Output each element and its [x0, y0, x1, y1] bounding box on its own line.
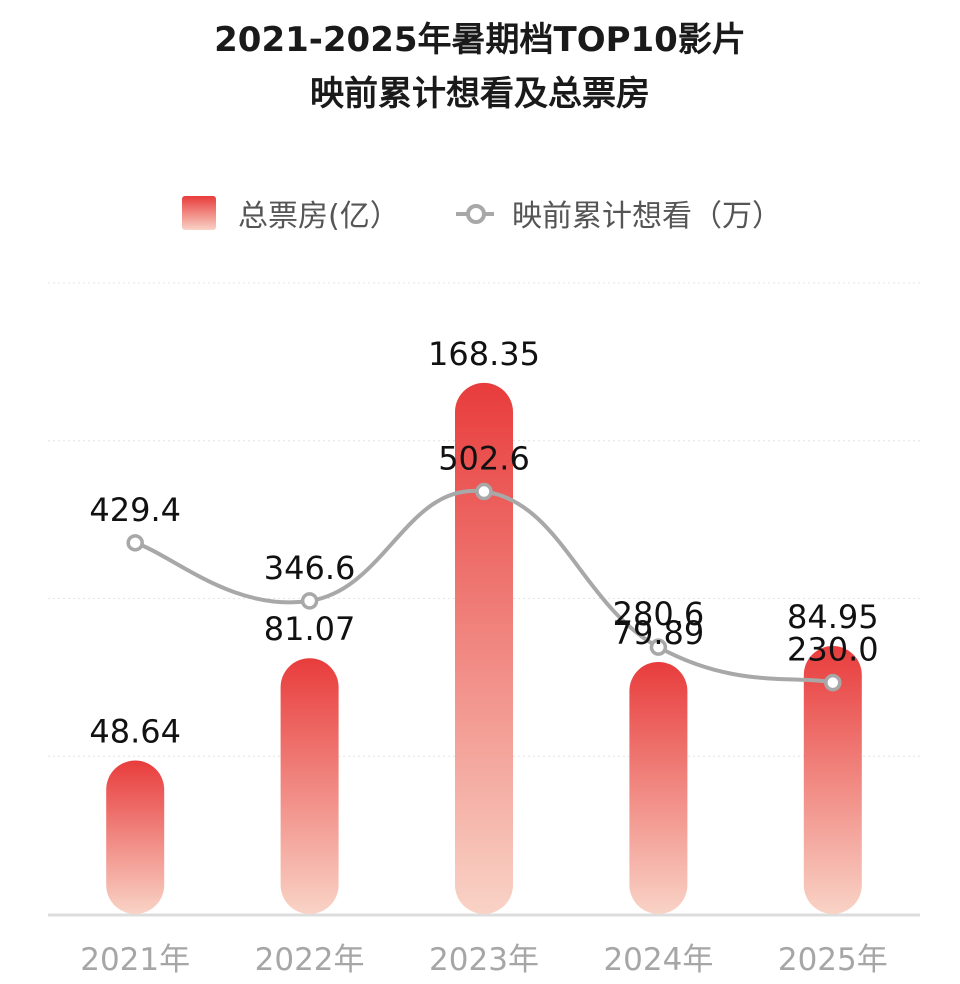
- want-to-see-point: [475, 482, 493, 501]
- bar-2024年: [629, 661, 688, 914]
- line-label: 346.6: [264, 549, 356, 587]
- legend-item-want-to-see[interactable]: 映前累计想看（万）: [456, 190, 782, 236]
- x-tick-label: 2025年: [778, 942, 888, 978]
- legend-label-box-office: 总票房(亿）: [238, 199, 400, 234]
- legend-label-want-to-see: 映前累计想看（万）: [512, 199, 782, 234]
- chart-title-line-1: 2021-2025年暑期档TOP10影片: [214, 20, 746, 60]
- want-to-see-point: [824, 673, 842, 692]
- bar-label: 48.64: [89, 713, 181, 751]
- line-label: 230.0: [787, 631, 879, 669]
- x-tick-label: 2022年: [255, 942, 365, 978]
- legend-item-box-office[interactable]: 总票房(亿）: [182, 190, 400, 236]
- bar-label: 81.07: [264, 610, 356, 648]
- x-tick-label: 2023年: [429, 942, 539, 978]
- bar-2023年: [455, 382, 513, 915]
- legend-line-swatch: [456, 203, 494, 224]
- chart-title-line-2: 映前累计想看及总票房: [310, 74, 650, 114]
- bar-label: 84.95: [787, 598, 879, 636]
- x-tick-label: 2024年: [603, 942, 713, 978]
- x-tick-label: 2021年: [80, 942, 190, 978]
- want-to-see-point: [126, 534, 144, 552]
- bar-2025年: [803, 645, 862, 914]
- bar-label: 79.89: [613, 614, 705, 652]
- bar-2022年: [280, 658, 339, 914]
- legend: 总票房(亿） 映前累计想看（万）: [0, 190, 960, 236]
- legend-bar-swatch: [182, 196, 216, 230]
- want-to-see-point: [649, 638, 668, 656]
- bar-2021年: [106, 760, 165, 914]
- bar-label: 168.35: [428, 335, 540, 373]
- want-to-see-point: [300, 592, 319, 610]
- line-label: 280.6: [613, 595, 705, 633]
- line-label: 429.4: [89, 491, 181, 529]
- line-label: 502.6: [438, 440, 530, 478]
